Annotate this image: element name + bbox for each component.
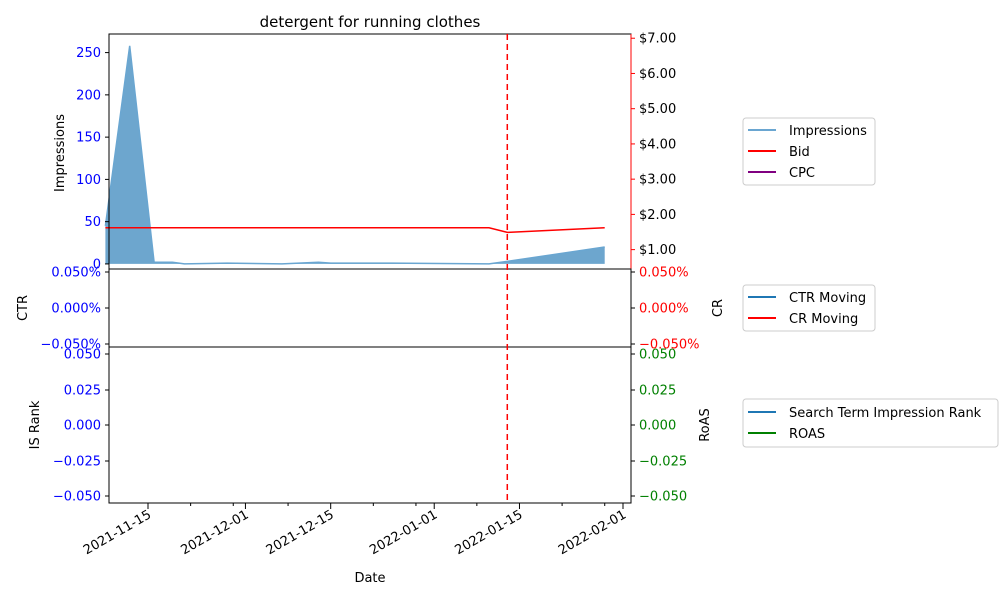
y2-tick-label: $3.00: [639, 173, 676, 188]
legend-label: CTR Moving: [789, 291, 866, 306]
impressions-axis-ticks: 0 50 100 150 200 250: [76, 46, 109, 272]
y2-tick-label: 0.025: [639, 384, 676, 399]
x-tick-label: 2021-11-15: [81, 507, 154, 558]
legend-impressions-panel: Impressions Bid CPC: [742, 117, 876, 186]
ctr-panel: −0.050%0.000%0.050% −0.050%0.000%0.050% …: [16, 266, 726, 353]
y-tick-label: 200: [76, 88, 101, 103]
y-tick-label: −0.050%: [41, 338, 101, 353]
y2-tick-label: $7.00: [639, 32, 676, 47]
y2-tick-label: 0.000: [639, 419, 676, 434]
legend-label: Impressions: [789, 124, 867, 139]
cr-axis-label: CR: [711, 299, 726, 317]
legend-label: ROAS: [789, 427, 825, 442]
y2-tick-label: $5.00: [639, 102, 676, 117]
chart-title: detergent for running clothes: [260, 13, 481, 31]
y2-tick-label: 0.000%: [639, 302, 689, 317]
bid-line: [105, 227, 605, 234]
y-tick-label: 0.025: [64, 384, 101, 399]
y2-tick-label: −0.050: [639, 490, 687, 505]
panel-frame: [108, 268, 632, 348]
y-tick-label: 0.000%: [51, 302, 101, 317]
y2-tick-label: 0.050%: [639, 266, 689, 281]
y-tick-label: 0.050: [64, 348, 101, 363]
legend-label: Search Term Impression Rank: [789, 406, 982, 421]
impressions-line: [104, 45, 605, 265]
bid-axis-ticks: $1.00 $2.00 $3.00 $4.00 $5.00 $6.00 $7.00: [631, 32, 676, 258]
y2-tick-label: $4.00: [639, 137, 676, 152]
x-tick-label: 2021-12-01: [178, 507, 251, 558]
legend-label: CPC: [789, 166, 815, 181]
panel-frame: [108, 346, 632, 504]
is-rank-axis-label: IS Rank: [28, 400, 43, 449]
y-tick-label: 0: [93, 257, 101, 272]
legend-label: Bid: [789, 145, 810, 160]
legend-ctr-panel: CTR Moving CR Moving: [742, 284, 876, 332]
y-tick-label: 100: [76, 173, 101, 188]
x-tick-label: 2021-12-15: [264, 507, 337, 558]
impressions-panel: 0 50 100 150 200 250 $1.00 $2.00 $3.00 $4.00 $5.0…: [53, 32, 676, 273]
y2-tick-label: $2.00: [639, 208, 676, 223]
y-tick-label: −0.050: [53, 490, 101, 505]
y-tick-label: −0.025: [53, 455, 101, 470]
roas-axis-ticks: −0.050 −0.025 0.000 0.025 0.050: [631, 348, 687, 505]
y-tick-label: 150: [76, 131, 101, 146]
legend-is-rank-panel: Search Term Impression Rank ROAS: [742, 398, 999, 448]
y-tick-label: 250: [76, 46, 101, 61]
y-tick-label: 50: [84, 215, 101, 230]
ctr-axis-ticks: −0.050% 0.000% 0.050%: [41, 266, 109, 353]
roas-axis-label: RoAS: [698, 408, 713, 442]
is-rank-panel: −0.050 −0.025 0.000 0.025 0.050 −0.050 −0.025…: [28, 346, 713, 586]
panel-frame: [108, 33, 632, 270]
x-tick-label: 2022-01-01: [367, 507, 440, 558]
y-tick-label: 0.050%: [51, 266, 101, 281]
y2-tick-label: 0.050: [639, 348, 676, 363]
ctr-axis-label: CTR: [16, 295, 31, 321]
y-tick-label: 0.000: [64, 419, 101, 434]
y2-tick-label: −0.050%: [639, 338, 699, 353]
impressions-axis-label: Impressions: [53, 114, 68, 192]
x-tick-label: 2022-01-15: [453, 507, 526, 558]
y2-tick-label: $6.00: [639, 67, 676, 82]
x-tick-label: 2022-02-01: [556, 507, 629, 558]
y2-tick-label: $1.00: [639, 243, 676, 258]
cr-axis-ticks: −0.050% 0.000% 0.050%: [631, 266, 699, 353]
legend-frame: [742, 398, 999, 448]
date-axis-ticks: 2021-11-15 2021-12-01 2021-12-15 2022-01-01…: [81, 503, 629, 558]
legend-label: CR Moving: [789, 312, 858, 327]
y2-tick-label: −0.025: [639, 455, 687, 470]
is-rank-axis-ticks: −0.050 −0.025 0.000 0.025 0.050: [53, 348, 109, 505]
date-axis-label: Date: [354, 571, 385, 586]
legend-frame: [742, 117, 876, 186]
